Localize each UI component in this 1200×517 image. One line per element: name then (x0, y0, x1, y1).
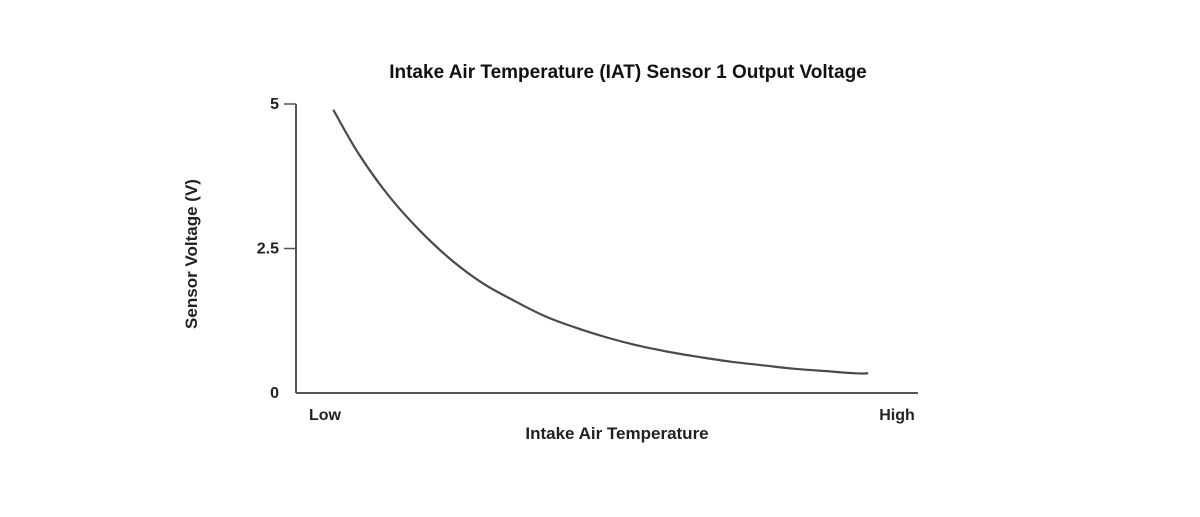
chart-title: Intake Air Temperature (IAT) Sensor 1 Ou… (389, 62, 867, 83)
y-tick-label: 5 (270, 96, 279, 113)
y-tick-label: 0 (270, 385, 279, 402)
x-tick-label-high: High (879, 407, 915, 424)
y-tick-label: 2.5 (257, 241, 279, 258)
x-axis-label: Intake Air Temperature (525, 424, 708, 443)
x-tick-label-low: Low (309, 407, 342, 424)
y-axis-label: Sensor Voltage (V) (182, 179, 201, 329)
series-line (332, 109, 869, 375)
